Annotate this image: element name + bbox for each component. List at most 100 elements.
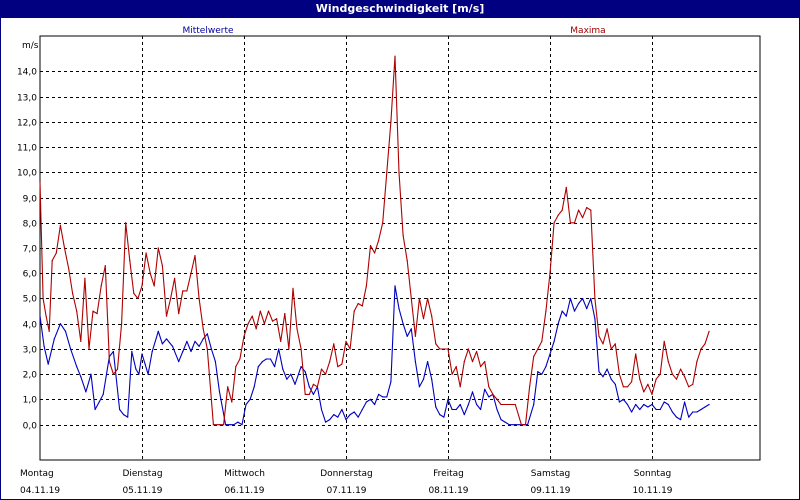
data-point (639, 378, 641, 380)
data-point (144, 363, 146, 365)
data-point (418, 386, 420, 388)
data-point (308, 386, 310, 388)
data-point (382, 396, 384, 398)
y-tick-label: 2,0 (23, 371, 38, 381)
data-point (190, 272, 192, 274)
data-point (578, 302, 580, 305)
data-point (514, 403, 516, 406)
data-point (361, 408, 363, 411)
data-point (631, 381, 633, 383)
data-point (55, 252, 57, 254)
data-point (178, 313, 180, 315)
data-point (471, 361, 474, 363)
data-point (59, 323, 62, 325)
data-point (414, 361, 416, 363)
data-point (304, 371, 306, 373)
data-point (290, 373, 292, 375)
data-point (598, 335, 600, 337)
data-point (492, 393, 494, 395)
data-point (112, 373, 114, 375)
data-point (618, 373, 621, 375)
x-tick-day: Dienstag (122, 469, 162, 479)
legend-maxima: Maxima (570, 26, 605, 36)
data-point (102, 393, 104, 395)
x-tick-day: Montag (20, 469, 54, 479)
data-point (194, 340, 196, 342)
data-point (504, 403, 506, 406)
data-point (151, 350, 153, 353)
data-point (225, 424, 227, 426)
data-point (174, 277, 176, 279)
data-point (463, 414, 465, 416)
data-point (300, 348, 302, 350)
data-point (704, 406, 706, 408)
data-point (153, 285, 155, 287)
data-point (406, 335, 408, 337)
data-point (202, 328, 204, 330)
data-point (598, 371, 600, 373)
data-point (696, 411, 698, 413)
data-point (557, 214, 559, 216)
y-tick-label: 10,0 (17, 169, 37, 179)
data-point (170, 297, 172, 300)
data-point (692, 411, 694, 413)
data-point (606, 368, 608, 370)
data-point (467, 403, 469, 406)
data-point (431, 315, 433, 317)
data-point (349, 348, 351, 350)
x-tick-date: 05.11.19 (122, 486, 162, 496)
data-point (561, 209, 563, 211)
series-line-mittelwerte (39, 285, 710, 426)
data-point (398, 171, 400, 173)
data-point (269, 358, 272, 360)
data-point (480, 408, 482, 411)
data-point (488, 396, 490, 398)
data-point (582, 297, 584, 300)
data-point (320, 368, 323, 370)
data-point (247, 323, 249, 325)
data-point (288, 348, 290, 350)
data-point (104, 265, 106, 267)
data-point (684, 401, 686, 403)
data-point (459, 386, 461, 388)
data-point (582, 217, 584, 219)
data-point (431, 378, 433, 380)
data-point (345, 419, 347, 421)
data-point (272, 320, 274, 322)
data-point (369, 244, 372, 247)
data-point (655, 378, 657, 380)
data-point (161, 343, 163, 345)
x-tick-date: 07.11.19 (326, 486, 366, 496)
data-point (439, 414, 441, 416)
data-point (622, 386, 625, 388)
data-point (647, 383, 649, 385)
data-point (578, 209, 580, 211)
data-point (70, 348, 72, 350)
y-tick-label: 13,0 (17, 94, 37, 104)
data-point (602, 376, 604, 378)
data-point (378, 393, 380, 395)
data-point (418, 297, 420, 300)
data-point (325, 373, 327, 375)
x-tick-date: 04.11.19 (20, 486, 60, 496)
data-point (90, 373, 92, 375)
data-point (659, 408, 661, 411)
data-point (361, 305, 363, 307)
data-point (410, 297, 412, 300)
data-point (365, 401, 367, 403)
data-point (251, 315, 253, 317)
data-point (178, 361, 180, 363)
data-point (692, 383, 694, 385)
data-point (276, 318, 278, 320)
data-point (390, 121, 392, 123)
data-point (137, 297, 139, 300)
data-point (455, 408, 457, 411)
data-point (233, 424, 235, 426)
data-point (133, 292, 135, 294)
data-point (488, 386, 490, 388)
data-point (172, 345, 174, 347)
data-point (100, 285, 102, 287)
data-point (48, 330, 50, 332)
data-point (353, 411, 355, 413)
data-point (565, 186, 567, 188)
